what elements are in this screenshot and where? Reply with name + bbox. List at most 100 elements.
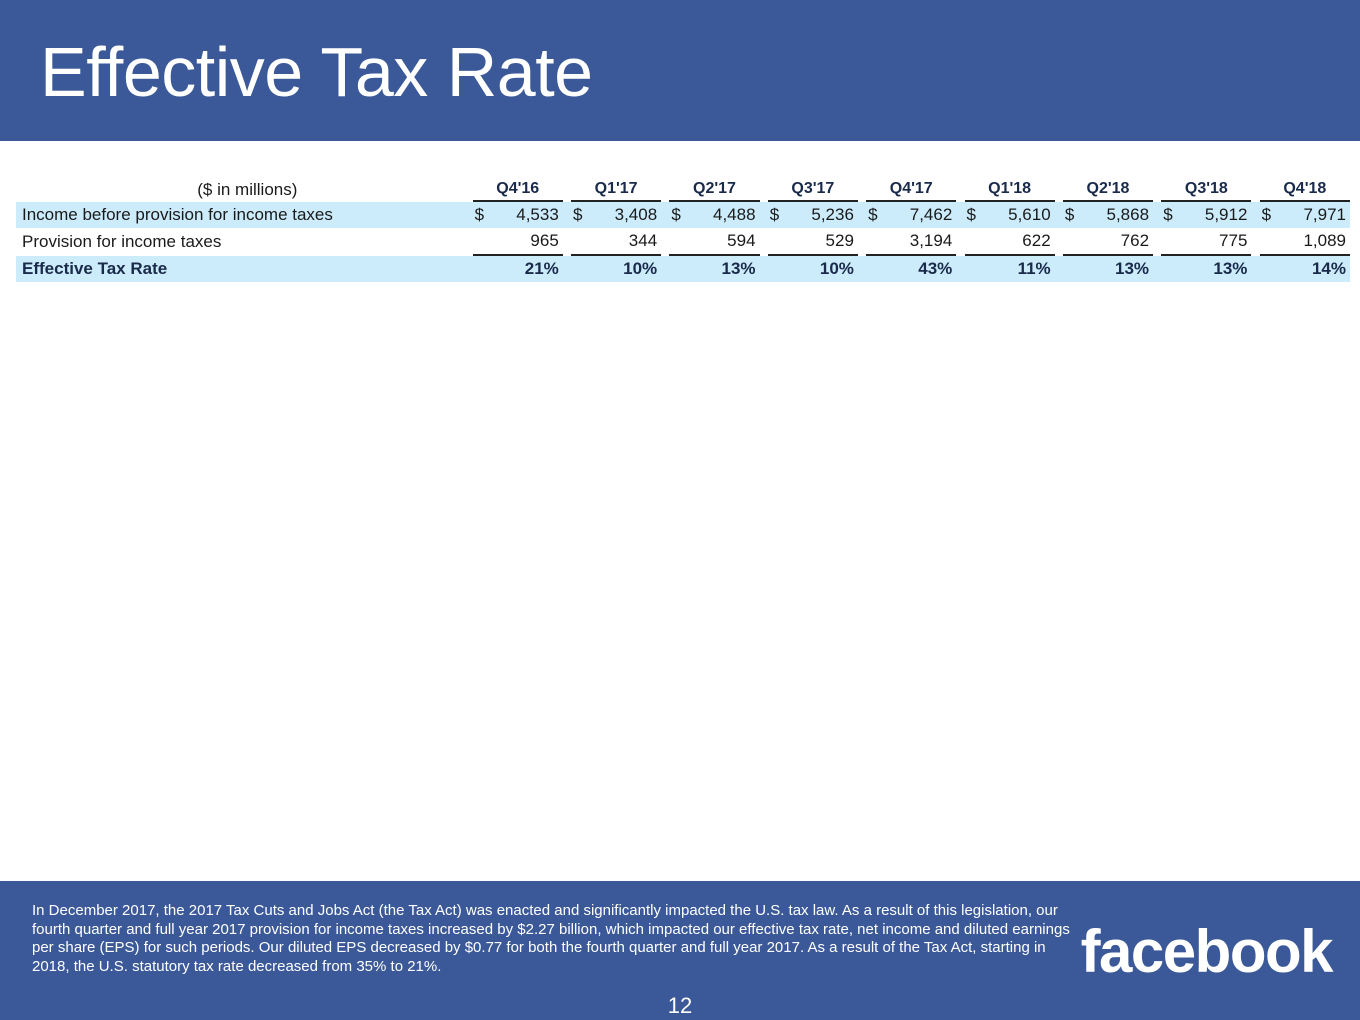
column-gap [858, 172, 866, 202]
cell-value: 4,533 [516, 205, 559, 224]
cell-value: 344 [628, 231, 658, 250]
column-header-quarter: Q4'17 [866, 172, 957, 202]
column-gap [563, 172, 571, 202]
column-gap [1251, 202, 1260, 228]
table-row-income-before-tax: Income before provision for income taxes… [16, 202, 1350, 228]
table-cell: 13% [669, 256, 760, 282]
currency-symbol: $ [474, 205, 485, 224]
column-gap [759, 202, 768, 228]
currency-symbol: $ [1163, 205, 1173, 224]
table-cell: 13% [1062, 256, 1154, 282]
title-banner: Effective Tax Rate [0, 0, 1360, 141]
column-gap [1055, 228, 1063, 256]
table-cell: 3,194 [866, 228, 957, 256]
column-header-quarter: Q2'18 [1062, 172, 1154, 202]
column-gap [661, 172, 669, 202]
column-gap [1153, 256, 1162, 282]
cell-value: 7,971 [1303, 205, 1346, 224]
table-cell: $5,868 [1062, 202, 1154, 228]
cell-value: 7,462 [909, 205, 953, 224]
row-label: Provision for income taxes [22, 232, 222, 251]
cell-value: 13% [721, 259, 756, 278]
table-cell: 13% [1161, 256, 1252, 282]
cell-value: 775 [1219, 231, 1248, 250]
column-gap [760, 228, 768, 256]
table-cell: $4,488 [669, 202, 760, 228]
column-header-quarter: Q3'18 [1161, 172, 1252, 202]
table-header-row: ($ in millions) Q4'16 Q1'17 Q2'17 Q3'17 Q4'17… [16, 172, 1350, 202]
cell-value: 3,408 [614, 205, 658, 224]
column-gap [759, 256, 768, 282]
currency-symbol: $ [573, 205, 583, 224]
cell-value: 13% [1115, 259, 1150, 278]
column-header-quarter: Q1'17 [571, 172, 662, 202]
column-gap [1153, 172, 1161, 202]
table-cell: 775 [1161, 228, 1252, 256]
cell-value: 965 [530, 231, 559, 250]
table-cell: $3,408 [571, 202, 662, 228]
table-row-effective-tax-rate: Effective Tax Rate 21% 10% 13% 10% 43% 11% 13% 1… [16, 256, 1350, 282]
column-gap [1055, 172, 1063, 202]
table-cell: 11% [964, 256, 1055, 282]
cell-value: 5,868 [1106, 205, 1150, 224]
cell-value: 21% [524, 259, 559, 278]
column-gap [1251, 256, 1260, 282]
table-cell: 529 [767, 228, 858, 256]
cell-value: 5,912 [1204, 205, 1248, 224]
currency-symbol: $ [769, 205, 780, 224]
cell-value: 594 [727, 231, 756, 250]
column-gap [760, 172, 768, 202]
cell-value: 622 [1022, 231, 1051, 250]
column-gap [661, 256, 670, 282]
cell-value: 3,194 [909, 231, 953, 250]
column-gap [857, 202, 867, 228]
column-gap [1054, 202, 1063, 228]
column-gap [563, 228, 571, 256]
effective-tax-rate-table: ($ in millions) Q4'16 Q1'17 Q2'17 Q3'17 Q4'17… [16, 172, 1350, 282]
page-title: Effective Tax Rate [40, 33, 593, 111]
page-number: 12 [667, 993, 693, 1018]
table-cell: 14% [1259, 256, 1350, 282]
column-gap [562, 202, 572, 228]
column-gap [661, 202, 670, 228]
cell-value: 10% [819, 259, 854, 278]
column-gap [1251, 172, 1259, 202]
column-gap [1251, 228, 1259, 256]
column-header-quarter: Q4'16 [472, 172, 563, 202]
column-gap [562, 256, 572, 282]
cell-value: 4,488 [713, 205, 756, 224]
table-cell: $7,462 [866, 202, 957, 228]
unit-label: ($ in millions) [197, 180, 298, 199]
column-header-quarter: Q4'18 [1259, 172, 1350, 202]
tax-act-footnote: In December 2017, the 2017 Tax Cuts and … [32, 902, 1070, 975]
column-gap [1153, 228, 1161, 256]
table-cell: 21% [472, 256, 563, 282]
cell-value: 11% [1017, 259, 1051, 278]
column-gap [956, 202, 965, 228]
column-header-quarter: Q2'17 [669, 172, 760, 202]
table-cell: $7,971 [1259, 202, 1350, 228]
cell-value: 14% [1311, 259, 1346, 278]
row-label: Effective Tax Rate [16, 256, 473, 282]
table-row-provision-for-taxes: Provision for income taxes 965 344 594 529 3,… [16, 228, 1350, 256]
cell-value: 13% [1213, 259, 1248, 278]
column-gap [661, 228, 669, 256]
facebook-logo: facebook [1080, 918, 1334, 985]
column-header-quarter: Q3'17 [767, 172, 858, 202]
cell-value: 5,610 [1008, 205, 1051, 224]
column-gap [956, 228, 964, 256]
row-label: Income before provision for income taxes [16, 202, 473, 228]
currency-symbol: $ [1261, 205, 1272, 224]
table-cell: 594 [669, 228, 760, 256]
column-gap [956, 172, 964, 202]
table-cell: $4,533 [472, 202, 563, 228]
currency-symbol: $ [1064, 205, 1075, 224]
table-cell: $5,610 [964, 202, 1055, 228]
currency-symbol: $ [868, 205, 878, 224]
column-gap [858, 228, 866, 256]
footer-banner: In December 2017, the 2017 Tax Cuts and … [0, 881, 1360, 1020]
table-cell: 43% [866, 256, 957, 282]
table-cell: 10% [571, 256, 662, 282]
table-cell: 622 [964, 228, 1055, 256]
currency-symbol: $ [671, 205, 681, 224]
